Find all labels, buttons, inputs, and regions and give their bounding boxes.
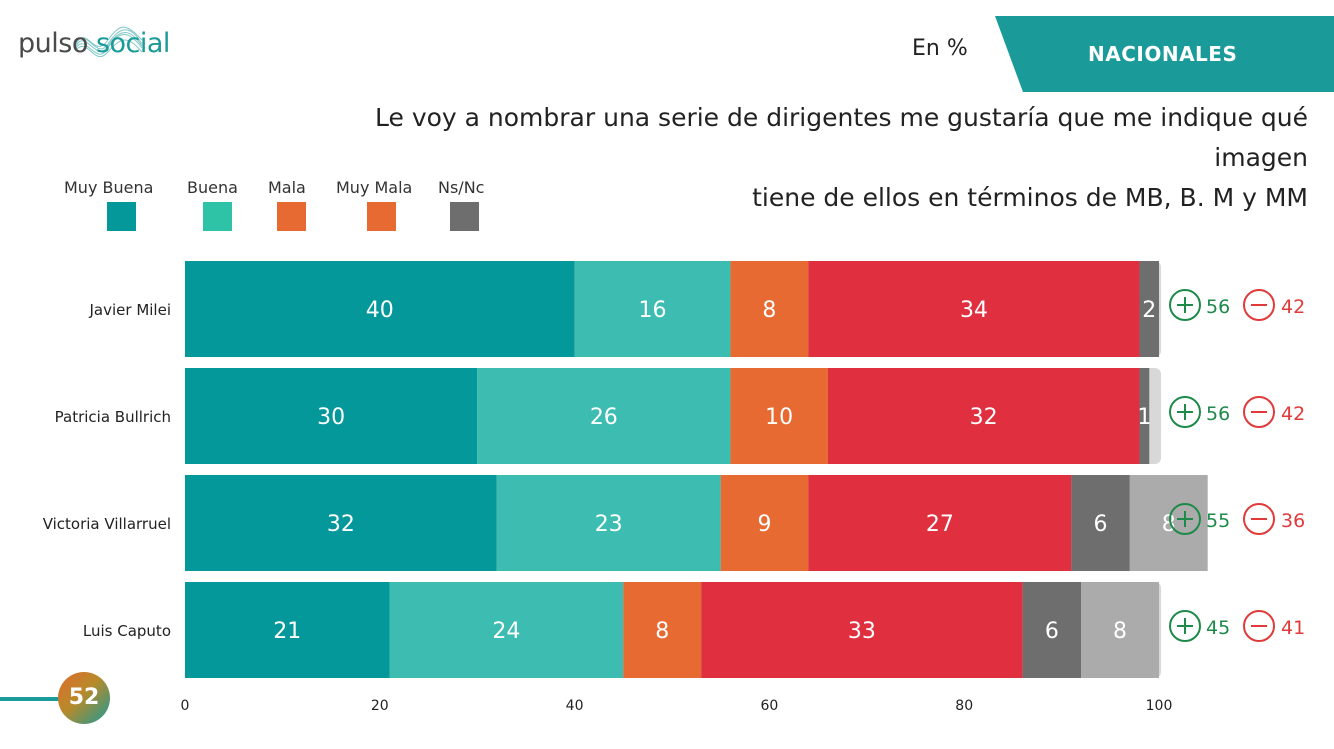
- negative-total: 36: [1281, 510, 1305, 532]
- data-label: 8: [655, 619, 669, 644]
- legend-swatch: [367, 202, 396, 231]
- pulso-social-logo: pulso social: [18, 22, 188, 70]
- data-label: 8: [1113, 619, 1127, 644]
- positive-total: 56: [1206, 403, 1230, 425]
- x-tick-label: 0: [181, 698, 190, 710]
- minus-icon: [1243, 503, 1275, 535]
- bar-segment-buena: [496, 475, 721, 571]
- bar-segment-ns-nc: [1022, 582, 1082, 678]
- bar-segment-muy-buena: [185, 261, 575, 357]
- page-number: 52: [68, 685, 100, 710]
- data-label: 23: [595, 512, 623, 537]
- minus-icon: [1243, 610, 1275, 642]
- data-label: 8: [762, 298, 776, 323]
- banner-shape: [995, 16, 1334, 92]
- legend-label: Ns/Nc: [438, 178, 485, 197]
- x-tick-label: 100: [1146, 698, 1173, 710]
- negative-total: 42: [1281, 296, 1305, 318]
- bar-segment-mala: [730, 368, 828, 464]
- bar-segment-muy-buena: [185, 582, 390, 678]
- bar-segment-mala: [720, 475, 809, 571]
- bar-segment-ns-nc: [1139, 261, 1159, 357]
- data-label: 27: [926, 512, 954, 537]
- legend-label: Muy Buena: [64, 178, 154, 197]
- legend-swatch: [450, 202, 479, 231]
- plus-icon: [1169, 610, 1201, 642]
- bar-segment-mala: [623, 582, 702, 678]
- bar-segment-buena: [477, 368, 731, 464]
- section-banner: NACIONALES: [995, 16, 1334, 92]
- bar-segment-mala: [730, 261, 809, 357]
- category-label-victoria-villarruel: Victoria Villarruel: [43, 515, 171, 533]
- bar-segment-muy-buena: [185, 368, 478, 464]
- category-label-javier-milei: Javier Milei: [89, 301, 172, 319]
- legend-swatch: [203, 202, 232, 231]
- data-label: 6: [1045, 619, 1059, 644]
- x-tick-label: 40: [566, 698, 584, 710]
- positive-total: 45: [1206, 617, 1230, 639]
- unit-label: En %: [912, 36, 968, 61]
- legend-label: Muy Mala: [336, 178, 413, 197]
- data-label: 6: [1094, 512, 1108, 537]
- data-label: 16: [639, 298, 667, 323]
- data-label: 24: [492, 619, 520, 644]
- bar-segment-muy-mala: [808, 475, 1072, 571]
- chart-legend: Muy Buena Buena Mala Muy Mala Ns/Nc: [60, 178, 520, 238]
- bar-segment-muy-mala: [827, 368, 1140, 464]
- x-tick-label: 60: [760, 698, 778, 710]
- bar-segment-resto: [1081, 582, 1159, 678]
- positive-total: 55: [1206, 510, 1230, 532]
- data-label: 30: [317, 405, 345, 430]
- legend-swatch: [277, 202, 306, 231]
- category-label-patricia-bullrich: Patricia Bullrich: [55, 408, 171, 426]
- minus-icon: [1243, 396, 1275, 428]
- data-label: 1: [1137, 405, 1151, 430]
- data-label: 8: [1162, 512, 1176, 537]
- data-label: 40: [366, 298, 394, 323]
- plus-icon: [1169, 396, 1201, 428]
- page-number-line: [0, 697, 60, 701]
- data-label: 33: [848, 619, 876, 644]
- minus-icon: [1243, 289, 1275, 321]
- plus-icon: [1169, 503, 1201, 535]
- x-tick-label: 80: [955, 698, 973, 710]
- data-label: 26: [590, 405, 618, 430]
- data-label: 10: [765, 405, 793, 430]
- negative-total: 42: [1281, 403, 1305, 425]
- data-label: 32: [970, 405, 998, 430]
- data-label: 32: [327, 512, 355, 537]
- data-label: 34: [960, 298, 988, 323]
- plus-icon: [1169, 289, 1201, 321]
- logo-word-social: social: [95, 28, 170, 59]
- page-number-badge: 52: [58, 672, 110, 724]
- question-text: Le voy a nombrar una serie de dirigentes…: [308, 98, 1308, 218]
- x-tick-label: 20: [371, 698, 389, 710]
- bar-segment-ns-nc: [1139, 368, 1150, 464]
- legend-swatch: [107, 202, 136, 231]
- bar-segment-muy-buena: [185, 475, 497, 571]
- bar-segment-buena: [574, 261, 731, 357]
- bar-segment-buena: [389, 582, 624, 678]
- logo-word-pulso: pulso: [18, 28, 88, 59]
- wave-logo-icon: [75, 26, 143, 58]
- question-line-2: tiene de ellos en términos de MB, B. M y…: [752, 183, 1308, 212]
- category-label-luis-caputo: Luis Caputo: [83, 622, 171, 640]
- bar-segment-muy-mala: [701, 582, 1023, 678]
- data-label: 9: [758, 512, 772, 537]
- legend-label: Mala: [268, 178, 306, 197]
- negative-total: 41: [1281, 617, 1305, 639]
- legend-label: Buena: [187, 178, 238, 197]
- bar-segment-resto: [1129, 475, 1208, 571]
- bar-segment-muy-mala: [808, 261, 1140, 357]
- data-label: 21: [273, 619, 301, 644]
- section-label: NACIONALES: [1088, 42, 1238, 66]
- positive-total: 56: [1206, 296, 1230, 318]
- question-line-1: Le voy a nombrar una serie de dirigentes…: [375, 103, 1308, 172]
- bar-segment-ns-nc: [1071, 475, 1130, 571]
- data-label: 2: [1142, 298, 1156, 323]
